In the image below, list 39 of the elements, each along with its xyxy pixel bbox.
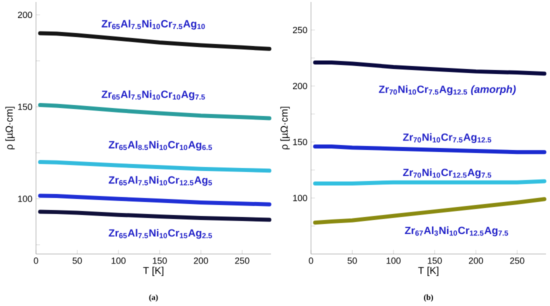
y-tick-label: 100 [18, 196, 32, 202]
line-series [38, 194, 272, 206]
x-axis-title: T [K] [143, 266, 164, 276]
x-tick-label: 200 [194, 258, 208, 264]
series-label: Zr$_{70}$Ni$_{10}$Cr$_{12.5}$Ag$_{7.5}$ [403, 168, 492, 178]
text: Zr$_{65}$Al$_{7.5}$Ni$_{10}$Cr$_{7.5}$Ag$_{10}$ [102, 20, 205, 30]
line-series [38, 210, 272, 222]
y-axis-title: ρ [µΩ·cm] [5, 106, 15, 150]
x-tick-label: 0 [308, 258, 314, 264]
x-tick-label: 150 [152, 258, 167, 264]
x-tick-label: 150 [428, 258, 442, 264]
x-tick-label: 250 [235, 258, 250, 264]
y-tick-label: 150 [18, 104, 32, 110]
x-tick-label: 250 [510, 258, 524, 264]
text: Zr$_{67}$Al$_{3}$Ni$_{10}$Cr$_{12.5}$Ag$_{7.5}$ [404, 226, 508, 236]
y-tick-label: 150 [293, 138, 308, 146]
x-axis-title: T [K] [418, 266, 438, 276]
x-tick-label: 200 [468, 258, 484, 264]
y-axis-title: ρ [µΩ·cm] [280, 106, 290, 150]
x-tick-label: 50 [72, 258, 82, 264]
line-series [313, 60, 546, 76]
text: Zr$_{70}$Ni$_{10}$Cr$_{7.5}$Ag$_{12.5}$ (amorph) [378, 85, 516, 96]
line-series [38, 160, 272, 173]
text: Zr$_{65}$Al$_{8.5}$Ni$_{10}$Cr$_{10}$Ag$_{6.5}$ [108, 140, 212, 151]
y-tick-label: 200 [292, 82, 308, 90]
line-series [313, 197, 546, 225]
x-tick-label: 50 [348, 258, 357, 264]
y-tick-label: 250 [292, 26, 308, 34]
text: Zr$_{65}$Al$_{7.5}$Ni$_{10}$Cr$_{12.5}$Ag$_{5}$ [108, 176, 212, 186]
y-tick-label: 200 [18, 12, 32, 18]
text: Zr$_{65}$Al$_{7.5}$Ni$_{10}$Cr$_{15}$Ag$_{2.5}$ [108, 228, 212, 239]
line-series [38, 31, 272, 51]
y-tick-label: 100 [293, 194, 308, 202]
text: Zr$_{65}$Al$_{7.5}$Ni$_{10}$Cr$_{10}$Ag$_{7.5}$ [102, 90, 205, 100]
x-tick-label: 100 [386, 258, 401, 264]
x-tick-label: 100 [112, 258, 126, 264]
x-tick-label: 0 [34, 258, 38, 264]
series-label: Zr$_{70}$Ni$_{10}$Cr$_{7.5}$Ag$_{12.5}$ [403, 133, 492, 143]
line-series [38, 103, 272, 120]
